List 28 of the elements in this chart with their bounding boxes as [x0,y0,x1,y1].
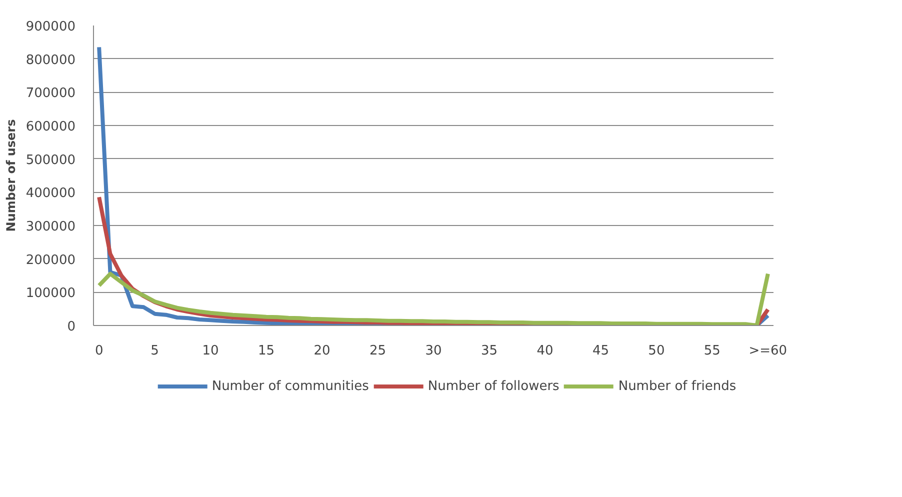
x-tick-label: 40 [536,344,554,358]
x-tick-label: >=60 [748,344,788,358]
y-tick-label: 800000 [26,52,76,68]
x-tick-label: 20 [314,344,330,358]
y-tick-label: 0 [67,320,76,334]
x-tick-label: 5 [150,344,159,358]
y-tick-label: 600000 [26,120,76,134]
legend-label: Number of friends [618,378,736,394]
x-tick-label: 35 [480,344,498,358]
y-tick-label: 200000 [26,252,76,268]
x-tick-label: 30 [425,344,442,358]
y-tick-label: 500000 [26,152,76,168]
y-tick-label: 100000 [26,286,76,302]
y-tick-label: 900000 [26,20,76,34]
y-axis-title: Number of users [4,119,18,232]
x-tick-label: 0 [94,344,104,358]
x-tick-label: 15 [258,344,275,358]
legend-label: Number of followers [428,378,560,394]
x-tick-label: 45 [592,344,609,358]
x-tick-label: 10 [202,344,219,358]
y-tick-label: 300000 [26,220,76,234]
y-tick-label: 400000 [26,186,76,202]
legend-label: Number of communities [212,378,369,394]
x-tick-label: 50 [648,344,665,358]
y-tick-label: 700000 [26,86,76,102]
line-series [97,272,770,326]
x-tick-label: 55 [704,344,720,358]
x-tick-label: 25 [369,344,386,358]
